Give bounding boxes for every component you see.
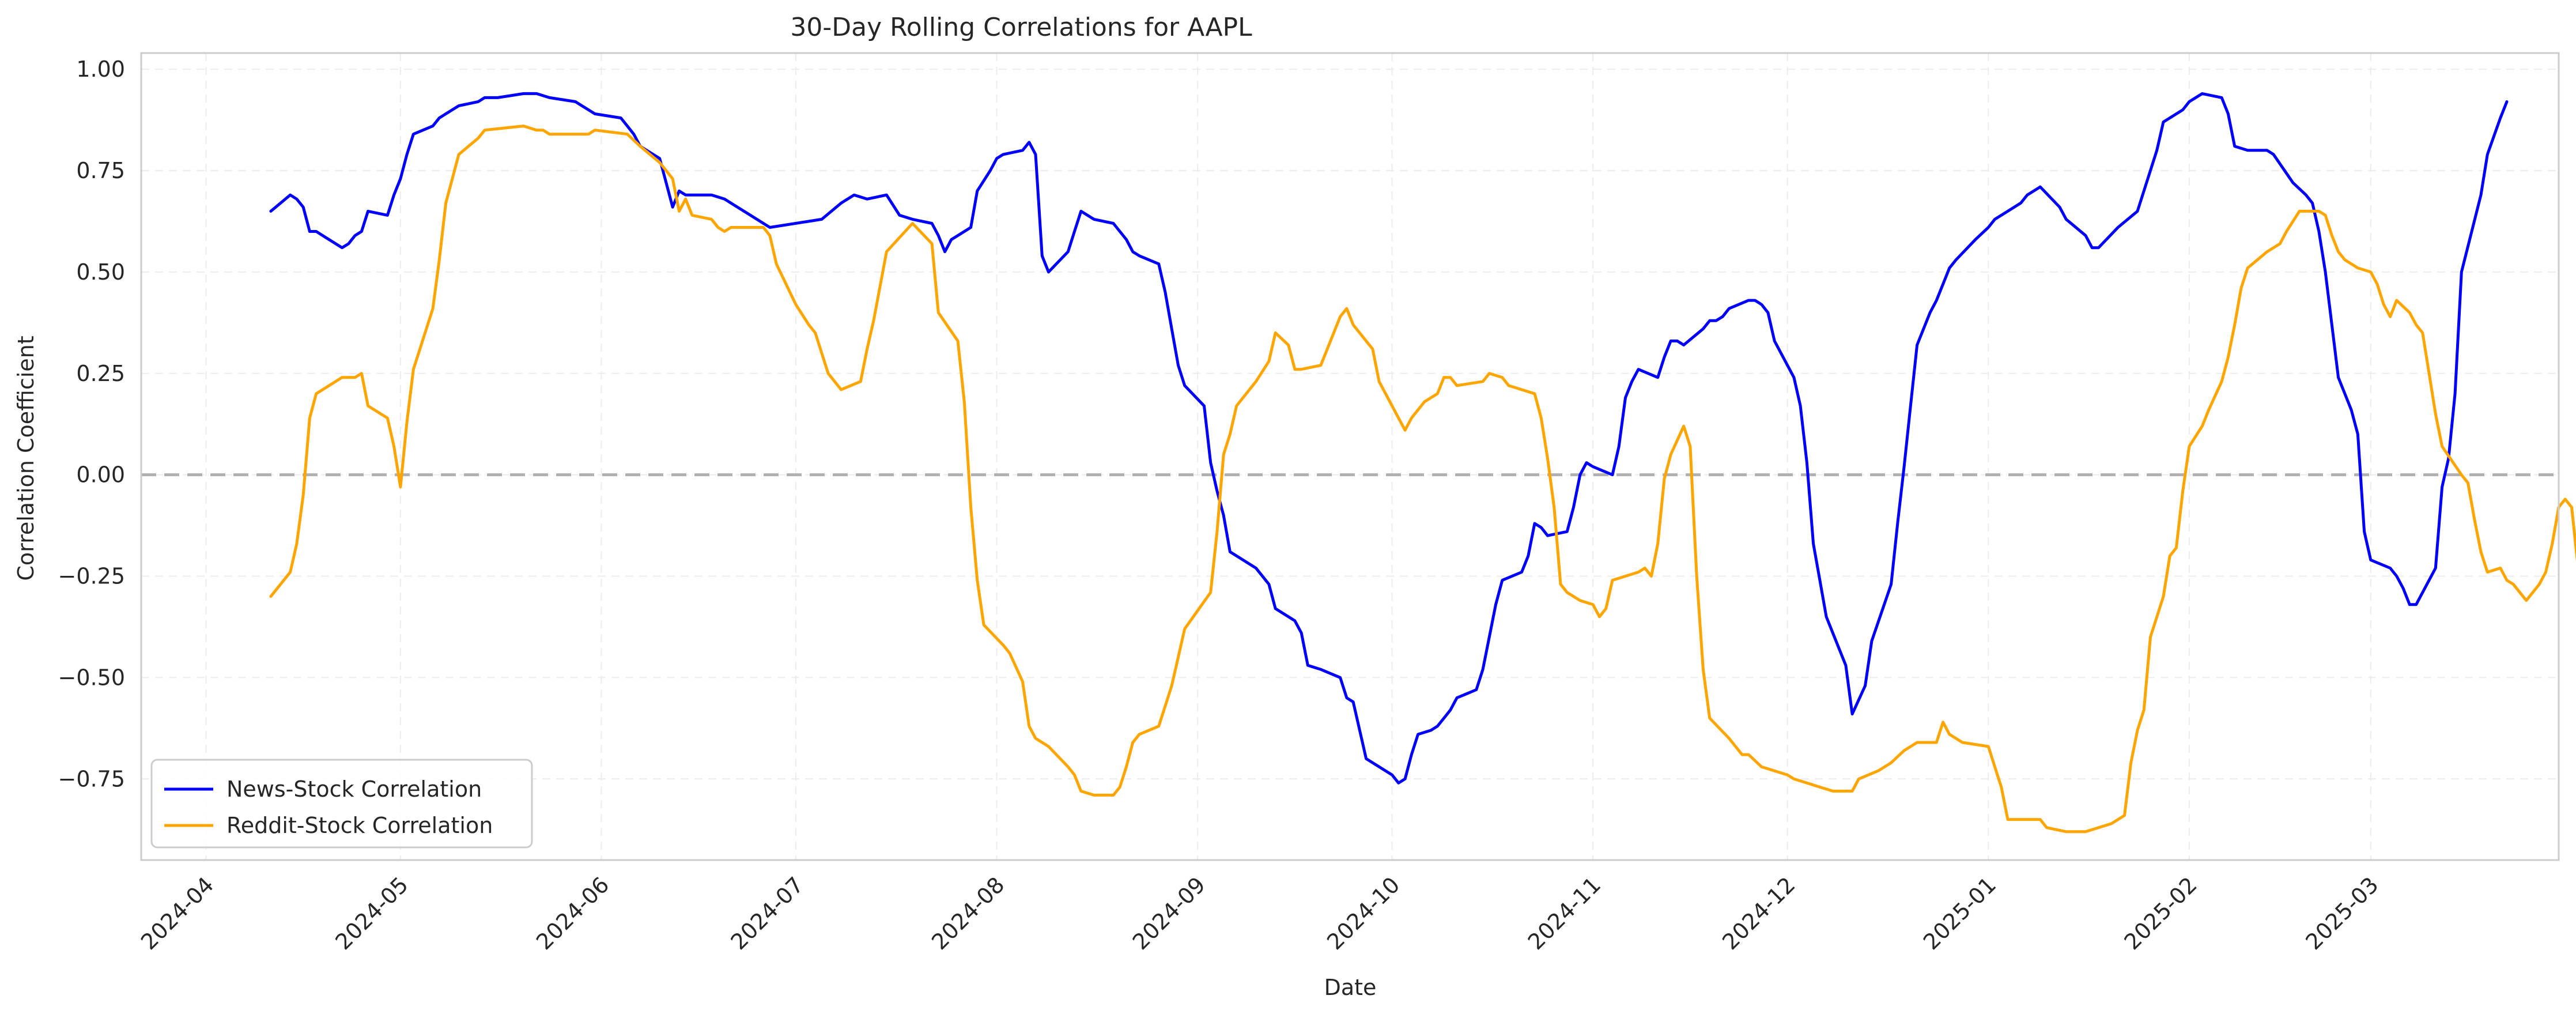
reddit-stock-correlation-line xyxy=(269,125,2576,834)
y-tick-label: 0.25 xyxy=(76,361,125,386)
y-tick-label: 0.75 xyxy=(76,158,125,183)
series-group xyxy=(269,92,2576,834)
plot-area-frame xyxy=(140,52,2560,861)
y-tick-label: −0.25 xyxy=(58,564,125,589)
y-tick-label: 0.50 xyxy=(76,259,125,285)
x-axis-label: Date xyxy=(1324,975,1377,1000)
y-tick-label: −0.75 xyxy=(58,766,125,791)
y-axis-label: Correlation Coefficient xyxy=(13,335,39,580)
legend-label-reddit: Reddit-Stock Correlation xyxy=(226,813,493,838)
chart-title: 30-Day Rolling Correlations for AAPL xyxy=(790,13,1252,42)
y-tick-label: 0.00 xyxy=(76,462,125,488)
y-tick-label: −0.50 xyxy=(58,665,125,690)
legend: News-Stock Correlation Reddit-Stock Corr… xyxy=(150,759,533,849)
y-axis-ticks: 1.00 0.75 0.50 0.25 0.00 −0.25 −0.50 −0.75 xyxy=(58,56,125,791)
y-tick-label: 1.00 xyxy=(76,56,125,82)
legend-box xyxy=(150,759,533,849)
legend-label-news: News-Stock Correlation xyxy=(226,776,482,802)
